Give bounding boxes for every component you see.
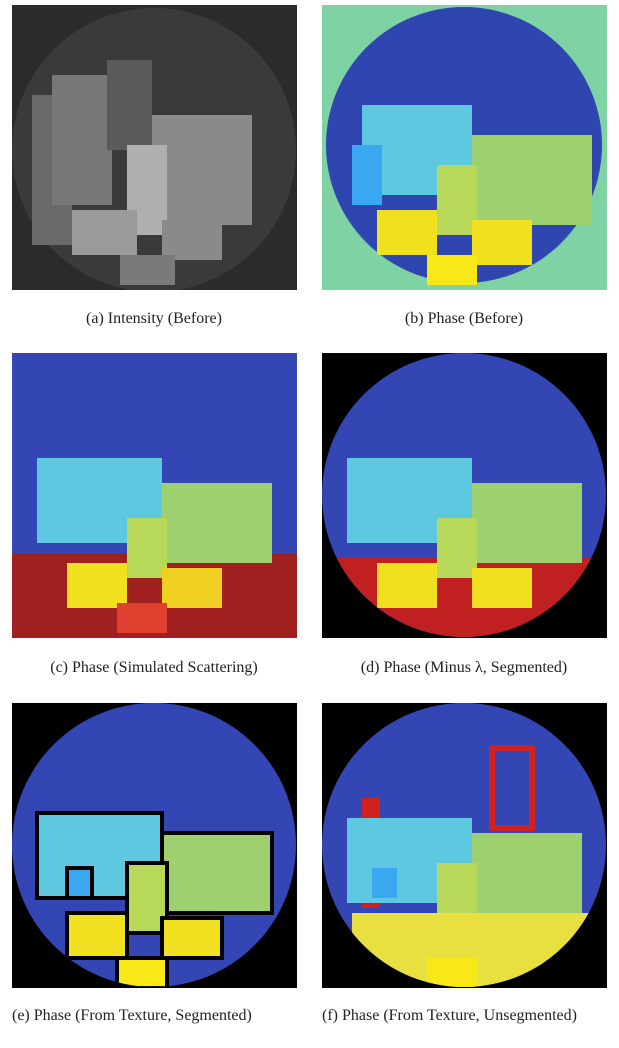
caption: (a) Intensity (Before) [8, 308, 300, 330]
caption: (e) Phase (From Texture, Segmented) [12, 1005, 304, 1027]
image-minus-lambda [322, 353, 607, 638]
image-texture-segmented [12, 703, 297, 988]
caption: (d) Phase (Minus λ, Segmented) [318, 657, 610, 679]
page: (a) Intensity (Before) (b) Phase (Before… [0, 0, 619, 1048]
image-texture-unsegmented [322, 703, 607, 988]
caption: (b) Phase (Before) [318, 308, 610, 330]
caption: (f) Phase (From Texture, Unsegmented) [322, 1005, 614, 1027]
image-phase-before [322, 5, 607, 290]
image-intensity [12, 5, 297, 290]
caption: (c) Phase (Simulated Scattering) [8, 657, 300, 679]
image-simulated-scattering [12, 353, 297, 638]
